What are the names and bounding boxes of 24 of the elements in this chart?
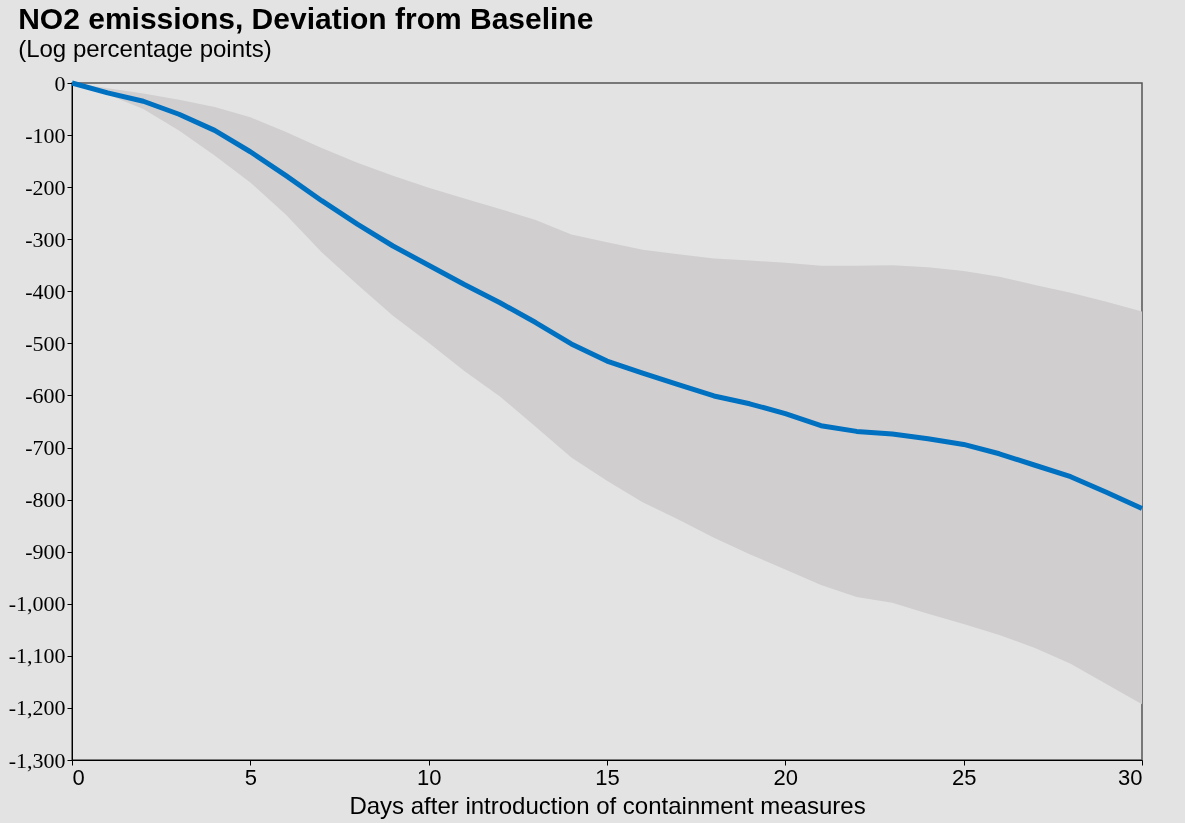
y-tick-label: -300 (25, 226, 66, 252)
y-tick-label: -700 (25, 435, 66, 461)
y-tick-label: -1,300 (8, 747, 66, 773)
x-tick-label: 20 (773, 764, 799, 790)
x-tick-label: 5 (244, 764, 257, 790)
x-tick-label: 10 (416, 764, 442, 790)
y-tick-label: -500 (25, 330, 66, 356)
x-tick-label: 30 (1118, 764, 1143, 790)
y-tick-label: -600 (25, 382, 66, 408)
chart-subtitle: (Log percentage points) (18, 35, 272, 62)
y-tick-label: 0 (54, 70, 66, 96)
y-tick-label: -100 (25, 122, 66, 148)
y-tick-label: -1,000 (8, 591, 66, 617)
y-tick-label: -900 (25, 539, 66, 565)
y-tick-label: -1,100 (8, 643, 66, 669)
chart-title: NO2 emissions, Deviation from Baseline (18, 2, 594, 35)
y-tick-label: -800 (25, 487, 66, 513)
y-tick-label: -200 (25, 174, 66, 200)
y-tick-label: -1,200 (8, 695, 66, 721)
x-axis-title: Days after introduction of containment measures (349, 791, 866, 819)
y-tick-label: -400 (25, 278, 66, 304)
x-tick-label: 0 (72, 764, 85, 790)
x-tick-label: 25 (951, 764, 977, 790)
x-tick-label: 15 (595, 764, 620, 790)
